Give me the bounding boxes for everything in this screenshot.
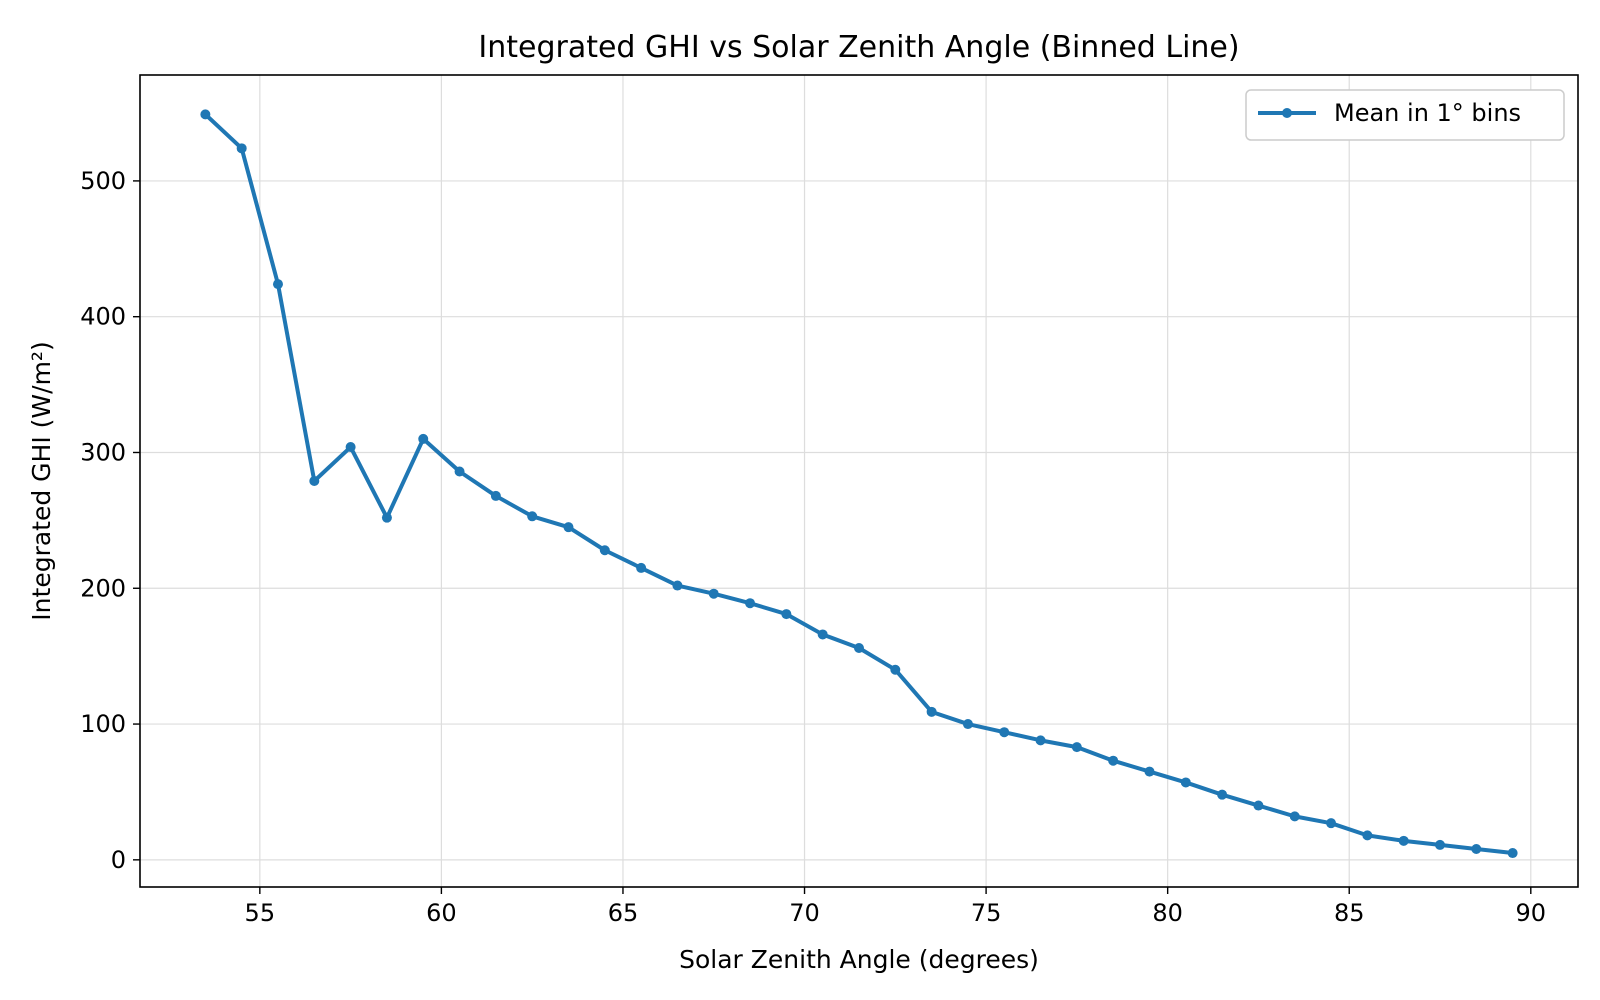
data-point (962, 719, 973, 730)
data-point (599, 545, 610, 556)
data-point (672, 580, 683, 591)
x-axis-ticks: 55 60 65 70 75 80 85 90 (245, 887, 1547, 927)
data-point (817, 629, 828, 640)
y-tick-label: 200 (80, 574, 126, 602)
data-point (708, 588, 719, 599)
data-point (890, 664, 901, 675)
x-tick-label: 70 (789, 899, 820, 927)
data-point (236, 143, 247, 154)
plot-frame (139, 74, 1579, 888)
data-point (1362, 830, 1373, 841)
data-point (1471, 843, 1482, 854)
y-tick-label: 400 (80, 303, 126, 331)
y-tick-label: 300 (80, 438, 126, 466)
x-tick-label: 65 (608, 899, 639, 927)
data-point (1217, 789, 1228, 800)
data-point (200, 109, 211, 120)
y-tick-label: 0 (111, 846, 126, 874)
y-tick-label: 500 (80, 167, 126, 195)
data-point (490, 490, 501, 501)
data-point (418, 433, 429, 444)
data-point (1108, 755, 1119, 766)
data-point (1035, 735, 1046, 746)
chart-title: Integrated GHI vs Solar Zenith Angle (Bi… (478, 30, 1239, 65)
y-axis-ticks: 0 100 200 300 400 500 (80, 167, 140, 874)
data-point (781, 609, 792, 620)
x-tick-label: 80 (1152, 899, 1183, 927)
x-tick-label: 85 (1334, 899, 1365, 927)
legend-point-marker (1282, 108, 1292, 118)
data-point (1071, 742, 1082, 753)
data-point (1253, 800, 1264, 811)
x-axis-label: Solar Zenith Angle (degrees) (679, 945, 1039, 974)
data-point (1435, 839, 1446, 850)
data-point (381, 512, 392, 523)
data-point (527, 511, 538, 522)
x-tick-label: 55 (245, 899, 276, 927)
data-point (1144, 766, 1155, 777)
data-point (854, 643, 864, 654)
x-tick-label: 60 (426, 899, 457, 927)
data-point (563, 522, 574, 533)
y-tick-label: 100 (80, 710, 126, 738)
data-point (454, 466, 465, 477)
data-point (345, 442, 356, 453)
y-axis-label: Integrated GHI (W/m²) (27, 341, 56, 620)
grid (140, 75, 1578, 887)
data-point (1289, 811, 1300, 822)
legend-label: Mean in 1° bins (1334, 99, 1521, 127)
data-point (1180, 777, 1191, 788)
data-point (745, 598, 756, 609)
data-point (1507, 848, 1518, 859)
data-point (1398, 835, 1409, 846)
data-point (309, 476, 320, 486)
data-point (1326, 818, 1337, 829)
data-point (926, 706, 937, 717)
data-point (999, 727, 1010, 738)
x-tick-label: 90 (1516, 899, 1547, 927)
series-layer (200, 109, 1518, 859)
x-tick-label: 75 (971, 899, 1002, 927)
data-point (636, 562, 647, 573)
data-point (272, 279, 283, 290)
legend-box (1245, 89, 1565, 141)
legend: Mean in 1° bins (1245, 89, 1565, 141)
